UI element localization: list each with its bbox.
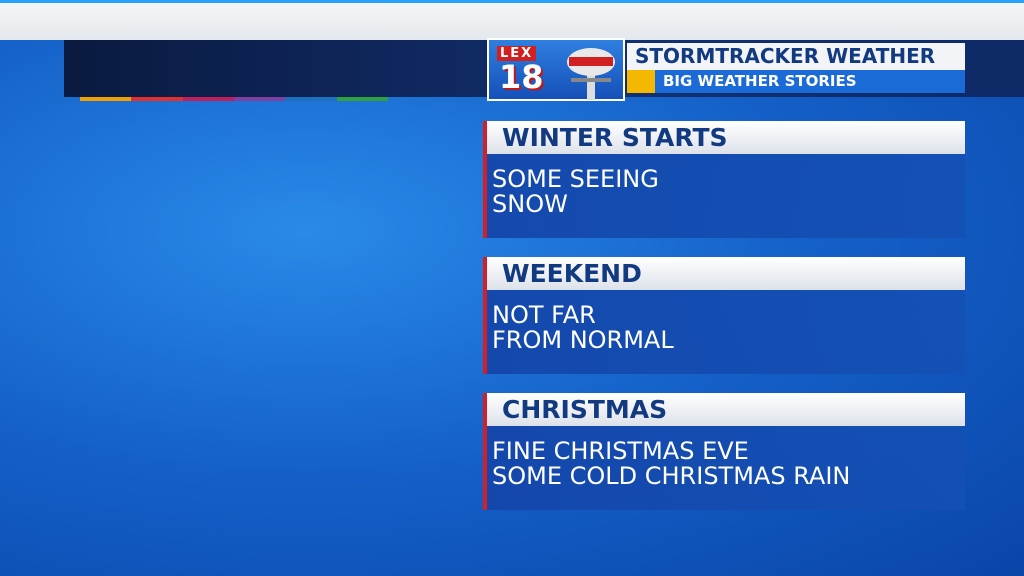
story-line: NOT FAR — [492, 301, 596, 329]
story-line: SNOW — [492, 190, 568, 218]
accent-square — [627, 70, 655, 93]
logo-station: LEX — [497, 46, 537, 61]
story-body: FINE CHRISTMAS EVE SOME COLD CHRISTMAS RA… — [483, 426, 965, 510]
header-subtitle: BIG WEATHER STORIES — [655, 70, 965, 93]
story-body: SOME SEEING SNOW — [483, 154, 965, 238]
color-strip — [80, 97, 388, 101]
story-title: WINTER STARTS — [483, 121, 965, 154]
story-title: CHRISTMAS — [483, 393, 965, 426]
story-line: SOME SEEING — [492, 165, 659, 193]
story-line: SOME COLD CHRISTMAS RAIN — [492, 462, 851, 490]
story-card: WINTER STARTS SOME SEEING SNOW — [483, 121, 965, 238]
story-body: NOT FAR FROM NORMAL — [483, 290, 965, 374]
story-card: WEEKEND NOT FAR FROM NORMAL — [483, 257, 965, 374]
tower-icon — [567, 48, 615, 100]
story-line: FROM NORMAL — [492, 326, 674, 354]
station-logo: LEX 18 — [487, 38, 625, 101]
top-bar — [0, 0, 1024, 40]
header-title: STORMTRACKER WEATHER — [627, 43, 965, 70]
story-title: WEEKEND — [483, 257, 965, 290]
logo-number: 18 — [499, 58, 544, 96]
story-line: FINE CHRISTMAS EVE — [492, 437, 749, 465]
story-card: CHRISTMAS FINE CHRISTMAS EVE SOME COLD CHR… — [483, 393, 965, 510]
